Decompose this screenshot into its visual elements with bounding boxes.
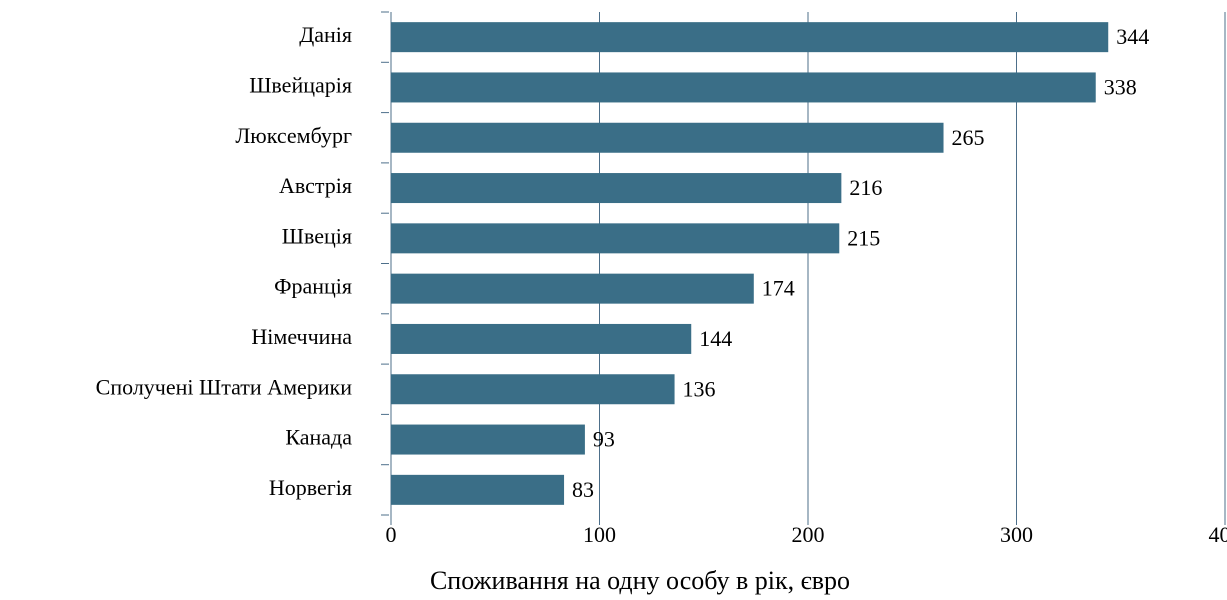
value-label: 344 (1116, 24, 1149, 49)
value-label: 93 (593, 427, 615, 452)
value-label: 265 (952, 125, 985, 150)
value-label: 144 (699, 326, 732, 351)
bar (391, 273, 754, 304)
value-label: 174 (762, 276, 795, 301)
value-label: 216 (849, 175, 882, 200)
bar (391, 424, 585, 455)
y-tick-label: Канада (285, 425, 352, 450)
y-tick-label: Німеччина (251, 324, 352, 349)
bar (391, 173, 842, 204)
bar (391, 223, 840, 254)
y-tick-label: Данія (299, 22, 352, 47)
y-tick-label: Франція (274, 274, 352, 299)
y-tick-label: Сполучені Штати Америки (96, 374, 353, 399)
y-tick-label: Норвегія (269, 475, 352, 500)
x-tick-label: 300 (1000, 522, 1033, 547)
x-tick-label: 400 (1209, 522, 1227, 547)
bar (391, 323, 692, 354)
bar (391, 474, 565, 505)
y-tick-label: Швеція (282, 223, 352, 248)
x-tick-label: 100 (583, 522, 616, 547)
bar (391, 374, 675, 405)
y-tick-label: Люксембург (235, 123, 352, 148)
value-label: 338 (1104, 74, 1137, 99)
bar (391, 72, 1096, 103)
bar (391, 22, 1109, 53)
value-label: 83 (572, 477, 594, 502)
y-tick-label: Швейцарія (249, 72, 352, 97)
value-label: 136 (683, 376, 716, 401)
x-tick-label: 0 (386, 522, 397, 547)
value-label: 215 (847, 225, 880, 250)
x-tick-label: 200 (792, 522, 825, 547)
bar (391, 122, 944, 153)
x-axis-title: Споживання на одну особу в рік, євро (430, 566, 850, 595)
y-tick-label: Австрія (279, 173, 352, 198)
